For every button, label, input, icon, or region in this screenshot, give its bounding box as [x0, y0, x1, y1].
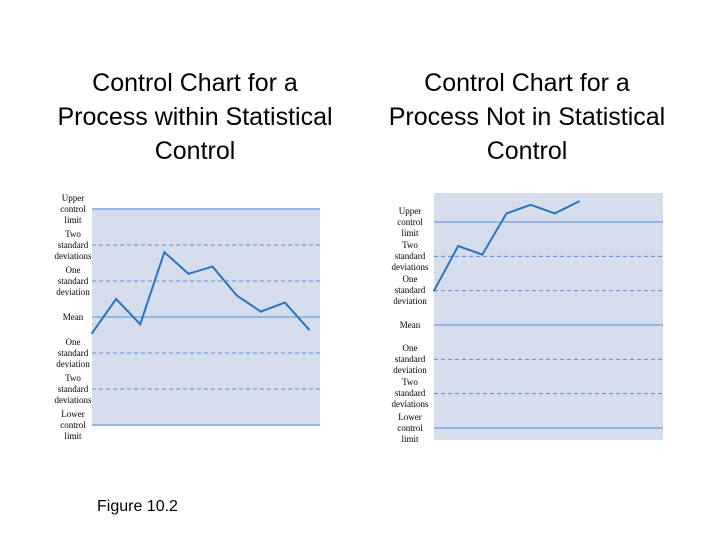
chart-title-in-control: Control Chart for a Process within Stati… — [30, 66, 360, 168]
level-label-p2sd: Two standard deviations — [382, 240, 438, 273]
level-label-line: Upper — [398, 205, 422, 216]
title-line: Control Chart for a — [424, 69, 630, 97]
figure-caption: Figure 10.2 — [97, 498, 178, 515]
level-label-line: Lower — [398, 411, 422, 422]
level-label-line: Two — [65, 228, 81, 239]
chart-title-not-in-control: Control Chart for a Process Not in Stati… — [362, 66, 692, 168]
level-label-mean: Mean — [44, 312, 102, 323]
level-label-line: deviation — [393, 296, 427, 307]
level-label-line: limit — [64, 430, 82, 441]
level-label-line: Two — [402, 377, 418, 388]
data-point — [505, 212, 508, 215]
level-label-ucl: Upper control limit — [382, 206, 438, 239]
level-label-line: deviations — [54, 250, 92, 261]
level-label-p1sd: One standard deviation — [44, 265, 102, 298]
level-label-p2sd: Two standard deviations — [44, 229, 102, 262]
data-point — [91, 332, 93, 335]
level-label-m2sd: Two standard deviations — [44, 373, 102, 406]
level-label-line: standard — [394, 353, 426, 364]
level-label-line: control — [397, 422, 423, 433]
level-label-line: deviations — [54, 394, 92, 405]
data-point — [187, 272, 190, 275]
level-label-line: deviations — [391, 261, 429, 272]
level-label-line: One — [65, 264, 81, 275]
level-label-lcl: Lower control limit — [382, 412, 438, 445]
level-label-line: limit — [401, 433, 419, 444]
level-label-line: deviation — [56, 358, 90, 369]
data-point — [481, 253, 484, 256]
level-label-line: Mean — [62, 311, 84, 322]
level-label-m1sd: One standard deviation — [44, 337, 102, 370]
data-point — [433, 289, 435, 292]
data-point — [115, 298, 118, 300]
level-label-lcl: Lower control limit — [44, 409, 102, 442]
level-label-line: limit — [401, 227, 419, 238]
level-label-mean: Mean — [382, 320, 438, 331]
data-point — [457, 245, 460, 248]
level-label-line: deviations — [391, 399, 429, 410]
title-line: Process Not in Statistical — [388, 103, 666, 131]
level-label-line: Mean — [399, 319, 421, 330]
data-point — [139, 323, 142, 326]
level-label-line: One — [402, 342, 418, 353]
level-label-line: standard — [57, 347, 89, 358]
data-point — [235, 294, 238, 297]
data-point — [163, 251, 166, 254]
level-label-line: limit — [64, 214, 82, 225]
level-label-line: control — [60, 419, 86, 430]
level-label-line: standard — [394, 250, 426, 261]
level-label-line: Two — [65, 372, 81, 383]
level-label-line: standard — [57, 275, 89, 286]
level-label-m2sd: Two standard deviations — [382, 377, 438, 410]
title-line: Control Chart for a — [92, 69, 298, 97]
level-label-line: deviation — [56, 286, 90, 297]
level-label-line: Two — [402, 239, 418, 250]
level-label-line: standard — [57, 239, 89, 250]
level-label-line: Lower — [61, 408, 85, 419]
data-point — [283, 301, 286, 304]
level-label-ucl: Upper control limit — [44, 193, 102, 226]
plot-area-not-in-control — [434, 193, 663, 440]
level-label-p1sd: One standard deviation — [382, 274, 438, 307]
level-label-line: standard — [394, 285, 426, 296]
level-label-line: One — [65, 336, 81, 347]
title-line: Control — [486, 137, 568, 165]
series-line — [433, 200, 580, 292]
data-point — [308, 328, 310, 331]
series-line — [91, 250, 310, 334]
level-label-line: standard — [57, 383, 89, 394]
level-label-line: One — [402, 274, 418, 285]
level-label-line: control — [60, 203, 86, 214]
chart-1 — [433, 200, 663, 429]
title-line: Process within Statistical — [57, 103, 333, 131]
level-label-line: standard — [394, 388, 426, 399]
level-label-line: Upper — [61, 192, 85, 203]
data-point — [211, 265, 214, 268]
level-label-line: control — [397, 216, 423, 227]
data-point — [553, 212, 556, 215]
chart-0 — [91, 208, 320, 426]
title-line: Control — [154, 137, 236, 165]
data-point — [259, 310, 262, 313]
level-label-line: deviation — [393, 364, 427, 375]
data-point — [578, 200, 580, 203]
data-point — [529, 203, 532, 206]
level-label-m1sd: One standard deviation — [382, 343, 438, 376]
